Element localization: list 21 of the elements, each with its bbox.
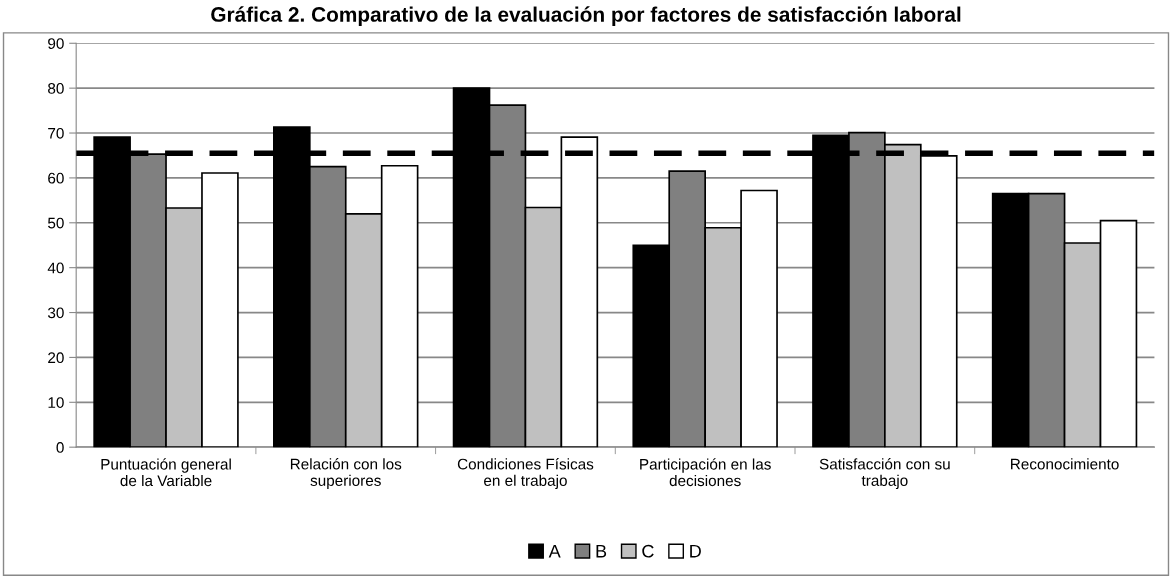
- y-tick-label: 60: [48, 172, 64, 184]
- x-tick-label: Satisfacción con su trabajo: [819, 458, 950, 489]
- y-tick-label: 40: [47, 262, 64, 274]
- y-tick-label: 70: [48, 127, 64, 139]
- y-tick-label: 80: [48, 83, 64, 94]
- legend-label: C: [642, 544, 654, 558]
- y-tick-label: 90: [48, 38, 64, 49]
- x-tick-label: Reconocimiento: [1011, 458, 1119, 470]
- y-tick-label: 50: [47, 217, 64, 229]
- x-tick-label: Relación con los superiores: [290, 458, 402, 489]
- x-tick-label: Participación en las decisiones: [640, 458, 771, 487]
- y-tick-label: 0: [56, 442, 64, 453]
- chart-title: Gráfica 2. Comparativo de la evaluación por factores de satisfacción laboral: [211, 6, 961, 26]
- y-tick-label: 20: [48, 352, 64, 364]
- legend-label: D: [690, 544, 701, 558]
- x-tick-label: Puntuación general de la Variable: [101, 458, 231, 487]
- y-tick-label: 30: [47, 307, 64, 319]
- legend-label: B: [596, 544, 607, 558]
- legend-label: A: [548, 544, 561, 558]
- y-tick-label: 10: [48, 397, 64, 408]
- x-tick-label: Condiciones Físicas en el trabajo: [457, 458, 594, 489]
